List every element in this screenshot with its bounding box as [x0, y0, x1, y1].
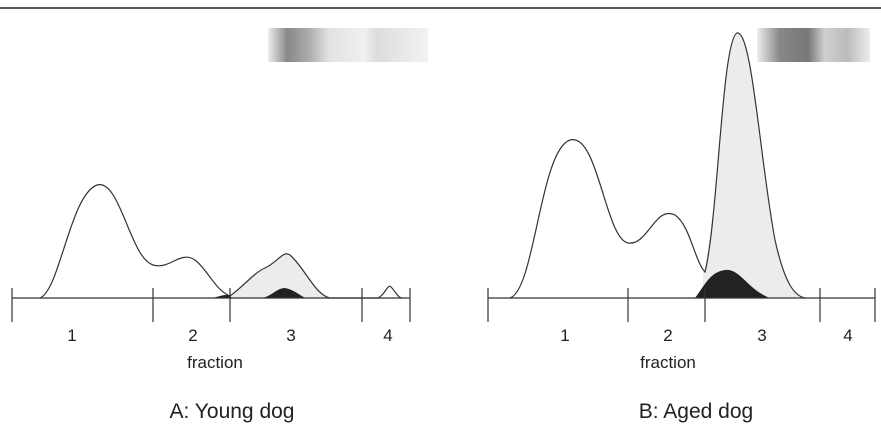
fraction-ticks	[488, 288, 875, 322]
caption: A: Young dog	[170, 400, 295, 423]
fraction-ticks	[12, 288, 410, 322]
fraction-label: 4	[843, 326, 852, 345]
fraction-label: 4	[383, 326, 392, 345]
axis-label: fraction	[187, 353, 243, 372]
fraction-label: 3	[286, 326, 295, 345]
fraction-label: 3	[757, 326, 766, 345]
panel-b: 1 2 3 4 fraction B: Aged dog	[488, 28, 875, 423]
gel-strip	[757, 28, 870, 62]
axis-label: fraction	[640, 353, 696, 372]
density-curve	[40, 185, 402, 298]
fraction-label: 2	[663, 326, 672, 345]
panel-a: 1 2 3 4 fraction A: Young dog	[12, 28, 428, 423]
fraction-label: 1	[67, 326, 76, 345]
figure: 1 2 3 4 fraction A: Young dog 1 2 3 4 fr…	[0, 0, 881, 431]
fraction-label: 1	[560, 326, 569, 345]
gel-strip	[268, 28, 428, 62]
fraction-label: 2	[188, 326, 197, 345]
caption: B: Aged dog	[639, 400, 753, 423]
